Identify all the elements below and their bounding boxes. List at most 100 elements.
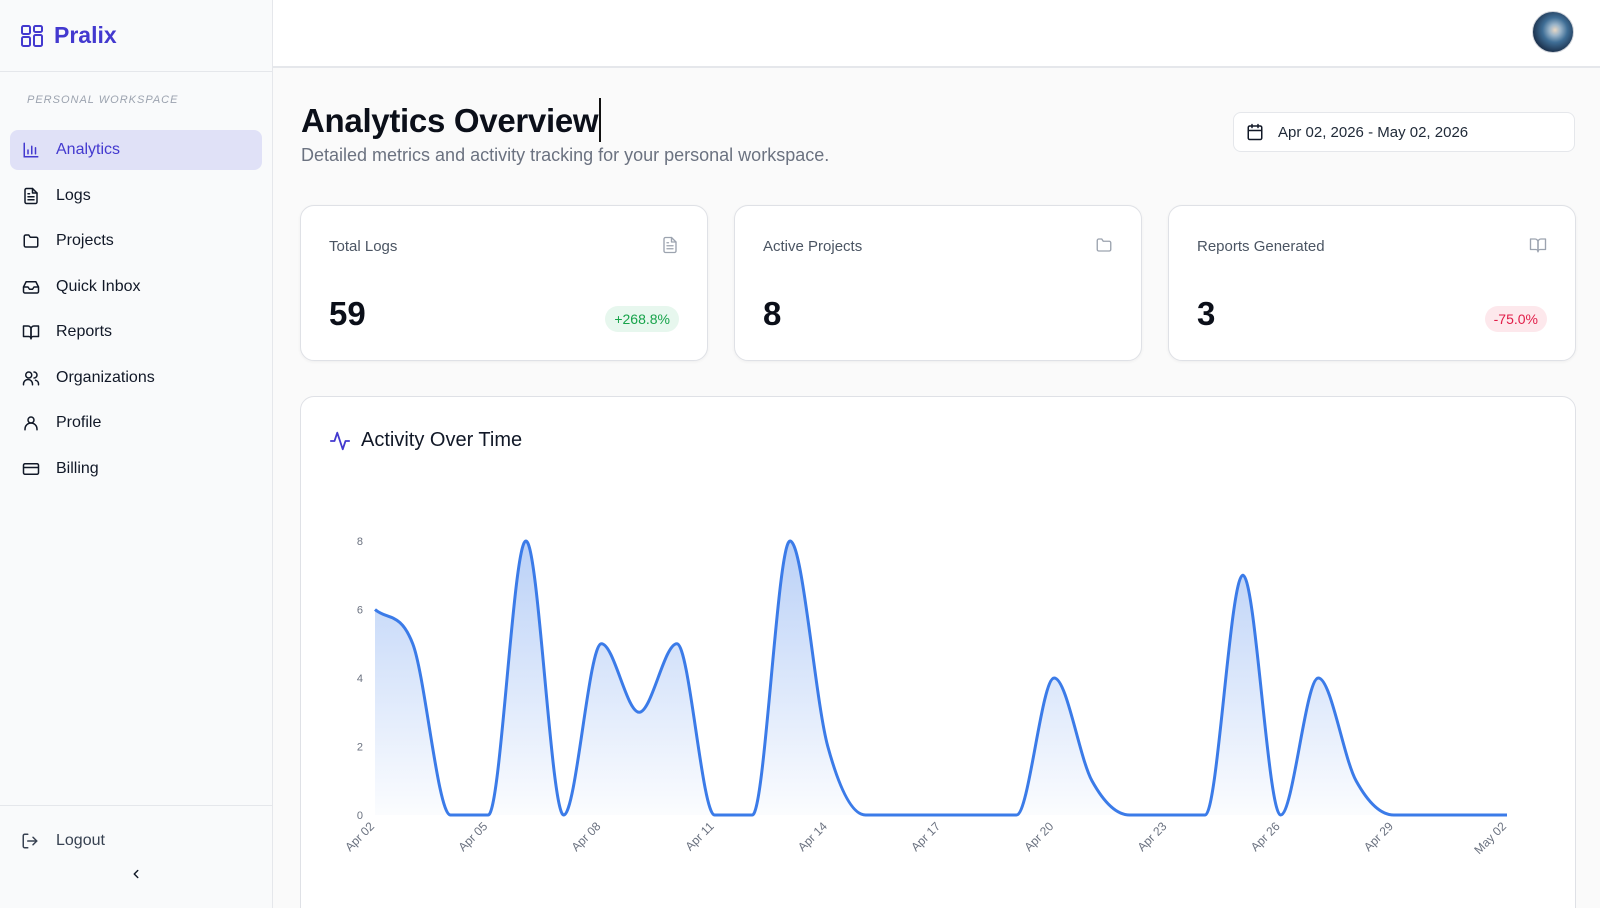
stat-card-total-logs[interactable]: Total Logs 59 +268.8% (300, 205, 708, 361)
stat-card-active-projects[interactable]: Active Projects 8 (734, 205, 1142, 361)
y-tick-label: 0 (357, 810, 363, 822)
stat-value: 3 (1197, 295, 1216, 332)
data-point[interactable] (749, 812, 755, 818)
data-point[interactable] (1051, 675, 1057, 681)
data-point[interactable] (1353, 778, 1359, 784)
data-point[interactable] (674, 641, 680, 647)
bar-chart-icon (21, 140, 41, 160)
sidebar-item-reports[interactable]: Reports (10, 312, 262, 352)
chart-title: Activity Over Time (329, 429, 522, 452)
text-cursor (599, 98, 602, 142)
stat-value: 8 (763, 295, 782, 332)
sidebar-item-label: Profile (56, 414, 102, 431)
book-open-icon (21, 322, 41, 342)
x-tick-label: Apr 02 (342, 819, 377, 854)
calendar-icon (1246, 123, 1264, 141)
sidebar-item-projects[interactable]: Projects (10, 221, 262, 261)
sidebar-item-profile[interactable]: Profile (10, 403, 262, 443)
stat-value: 59 (329, 295, 366, 332)
y-tick-label: 6 (357, 605, 363, 617)
data-point[interactable] (938, 812, 944, 818)
grid-logo-icon (21, 24, 43, 47)
page-title: Analytics Overview (301, 98, 602, 142)
data-point[interactable] (976, 812, 982, 818)
sidebar-item-quick-inbox[interactable]: Quick Inbox (10, 267, 262, 307)
data-point[interactable] (523, 538, 529, 544)
data-point[interactable] (825, 744, 831, 750)
collapse-sidebar-button[interactable] (126, 864, 146, 884)
sidebar-item-label: Logs (56, 186, 91, 204)
data-point[interactable] (598, 641, 604, 647)
folder-icon (1096, 238, 1112, 252)
chevron-left-icon (133, 869, 139, 879)
data-point[interactable] (1466, 812, 1472, 818)
data-point[interactable] (863, 812, 869, 818)
logout-button[interactable]: Logout (10, 822, 262, 860)
data-point[interactable] (1013, 812, 1019, 818)
main-content: Analytics Overview Detailed metrics and … (273, 68, 1600, 908)
user-icon (21, 413, 41, 433)
date-range-picker[interactable]: Apr 02, 2026 - May 02, 2026 (1233, 112, 1575, 152)
data-point[interactable] (447, 812, 453, 818)
stat-change-badge: -75.0% (1484, 306, 1547, 332)
data-point[interactable] (712, 812, 718, 818)
stat-cards: Total Logs 59 +268.8% Active Projects 8 … (300, 205, 1576, 361)
y-tick-label: 4 (357, 673, 363, 685)
data-point[interactable] (1202, 812, 1208, 818)
sidebar-item-label: Organizations (56, 368, 155, 386)
stat-card-reports-generated[interactable]: Reports Generated 3 -75.0% (1168, 205, 1576, 361)
data-point[interactable] (1127, 812, 1133, 818)
avatar[interactable] (1532, 11, 1574, 53)
sidebar-item-logs[interactable]: Logs (10, 176, 262, 216)
x-tick-label: Apr 05 (455, 819, 490, 854)
activity-chart-card: Activity Over Time 0 2 4 6 8 Apr 02 Apr 05 Apr … (300, 396, 1576, 908)
sidebar-item-label: Quick Inbox (56, 277, 141, 295)
page-subtitle: Detailed metrics and activity tracking f… (301, 145, 830, 165)
logout-label: Logout (56, 832, 105, 849)
workspace-section-label: PERSONAL WORKSPACE (27, 94, 179, 106)
data-point[interactable] (372, 607, 378, 613)
data-point[interactable] (1240, 572, 1246, 578)
data-point[interactable] (485, 812, 491, 818)
folder-icon (21, 231, 41, 251)
data-point[interactable] (1391, 812, 1397, 818)
activity-series-line (374, 539, 1507, 817)
data-point[interactable] (900, 812, 906, 818)
sidebar-item-label: Billing (56, 459, 99, 477)
data-point[interactable] (1504, 812, 1510, 818)
x-tick-label: Apr 20 (1021, 819, 1056, 854)
y-tick-label: 2 (357, 742, 363, 754)
sidebar-item-organizations[interactable]: Organizations (10, 358, 262, 398)
date-range-text: Apr 02, 2026 - May 02, 2026 (1278, 123, 1469, 141)
x-tick-label: Apr 14 (795, 819, 830, 854)
x-tick-label: Apr 26 (1248, 819, 1283, 854)
brand[interactable]: Pralix (0, 0, 272, 72)
data-point[interactable] (410, 641, 416, 647)
inbox-icon (21, 277, 41, 297)
x-tick-label: Apr 11 (682, 819, 717, 854)
stat-change-badge: +268.8% (605, 306, 679, 332)
book-open-icon (1529, 238, 1547, 253)
data-point[interactable] (1429, 812, 1435, 818)
top-bar (273, 0, 1600, 68)
users-icon (21, 368, 41, 388)
data-point[interactable] (787, 538, 793, 544)
data-point[interactable] (1164, 812, 1170, 818)
x-tick-label: Apr 17 (908, 819, 943, 854)
sidebar-nav: Analytics Logs Projects Quick Inbox Repo… (0, 130, 272, 489)
log-out-icon (21, 831, 41, 851)
sidebar-item-analytics[interactable]: Analytics (10, 130, 262, 170)
data-point[interactable] (561, 812, 567, 818)
stat-label: Total Logs (329, 238, 398, 255)
data-point[interactable] (1089, 778, 1095, 784)
y-tick-label: 8 (357, 536, 363, 548)
credit-card-icon (21, 459, 41, 479)
chart-title-text: Activity Over Time (361, 429, 523, 451)
data-point[interactable] (1278, 812, 1284, 818)
stat-label: Active Projects (763, 238, 863, 255)
sidebar: Pralix PERSONAL WORKSPACE Analytics Logs… (0, 0, 273, 908)
data-point[interactable] (636, 709, 642, 715)
data-point[interactable] (1315, 675, 1321, 681)
sidebar-item-billing[interactable]: Billing (10, 449, 262, 489)
sidebar-item-label: Analytics (56, 141, 121, 158)
